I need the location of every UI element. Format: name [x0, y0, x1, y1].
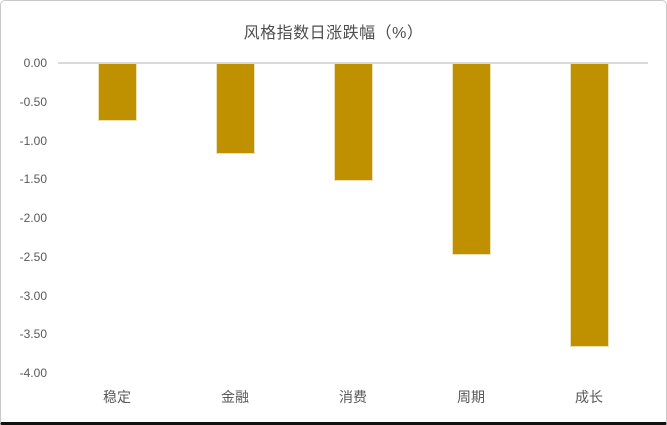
bar-成长	[570, 64, 609, 347]
y-tick-label: -2.50	[19, 249, 47, 264]
x-category-label: 周期	[457, 389, 485, 405]
plot-area	[58, 62, 648, 373]
y-tick-label: 0.00	[23, 56, 47, 70]
y-tick-label: -3.00	[19, 288, 47, 303]
x-category-label: 消费	[339, 389, 367, 405]
bar-消费	[334, 64, 373, 181]
x-category-label: 金融	[221, 389, 249, 405]
bar-周期	[452, 64, 491, 255]
y-tick-label: -1.50	[19, 172, 47, 187]
y-tick-label: -0.50	[19, 94, 47, 109]
bar-稳定	[98, 64, 137, 121]
bar-金融	[216, 64, 255, 154]
y-tick-label: -3.50	[19, 327, 47, 342]
zero-axis-line	[58, 62, 648, 64]
y-tick-label: -2.00	[19, 211, 47, 225]
y-tick-label: -4.00	[19, 366, 47, 380]
x-category-label: 稳定	[103, 389, 131, 405]
x-category-label: 成长	[575, 389, 603, 405]
y-tick-label: -1.00	[19, 133, 47, 148]
chart-title: 风格指数日涨跌幅（%）	[243, 25, 424, 42]
